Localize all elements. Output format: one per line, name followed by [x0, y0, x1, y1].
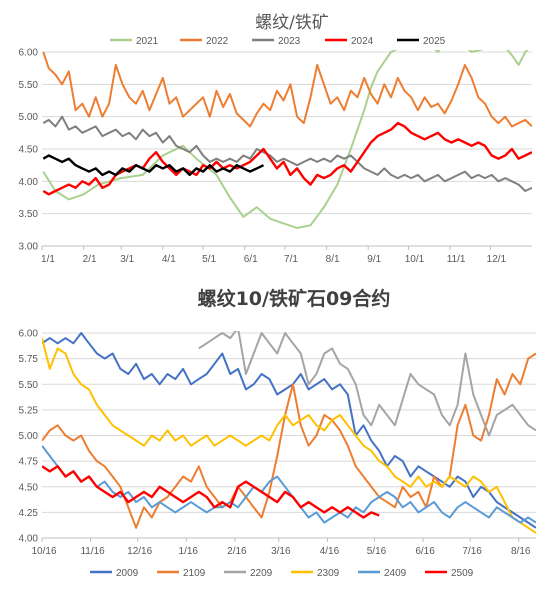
x-tick-label: 5/16	[367, 546, 387, 557]
y-tick-label: 6.00	[19, 329, 39, 340]
series-line-2309	[42, 337, 536, 534]
y-tick-label: 5.50	[19, 380, 39, 391]
legend-label-2022: 2022	[206, 36, 229, 47]
x-tick-label: 3/1	[120, 254, 134, 265]
y-tick-label: 6.00	[19, 48, 39, 59]
series-line-2509	[42, 465, 380, 519]
series-line-2209	[198, 331, 536, 437]
series-line-2021	[42, 50, 529, 229]
series-line-2024	[42, 121, 532, 196]
x-tick-label: 1/1	[41, 254, 55, 265]
x-tick-label: 7/1	[284, 254, 298, 265]
legend-label-2025: 2025	[423, 36, 446, 47]
y-tick-label: 4.00	[19, 534, 39, 545]
x-tick-label: 10/16	[31, 546, 56, 557]
y-tick-label: 5.00	[19, 431, 39, 442]
x-tick-label: 11/16	[80, 546, 105, 557]
y-tick-label: 5.00	[19, 112, 39, 123]
legend-label-2024: 2024	[351, 36, 374, 47]
legend-label-2409: 2409	[384, 568, 407, 579]
y-tick-label: 3.50	[19, 209, 39, 220]
legend-label-2109: 2109	[183, 568, 206, 579]
y-tick-label: 4.75	[19, 457, 39, 468]
x-tick-label: 2/16	[227, 546, 247, 557]
x-tick-label: 11/1	[447, 254, 466, 265]
x-tick-label: 6/1	[244, 254, 258, 265]
series-line-2022	[42, 51, 532, 128]
x-tick-label: 4/16	[320, 546, 340, 557]
x-tick-label: 5/1	[202, 254, 216, 265]
y-tick-label: 5.25	[19, 405, 39, 416]
x-tick-label: 1/16	[179, 546, 199, 557]
series-line-2409	[42, 445, 536, 524]
x-tick-label: 4/1	[162, 254, 176, 265]
x-tick-label: 8/1	[326, 254, 340, 265]
y-tick-label: 5.75	[19, 354, 39, 365]
y-tick-label: 4.50	[19, 482, 39, 493]
series-line-2009	[42, 332, 536, 529]
series-line-2025	[42, 154, 265, 177]
x-tick-label: 7/16	[462, 546, 482, 557]
x-tick-label: 2/1	[83, 254, 97, 265]
x-tick-label: 8/16	[511, 546, 531, 557]
legend-label-2209: 2209	[250, 568, 273, 579]
x-tick-label: 10/1	[405, 254, 425, 265]
legend-label-2021: 2021	[136, 36, 159, 47]
legend-label-2009: 2009	[116, 568, 139, 579]
y-tick-label: 4.50	[19, 145, 39, 156]
y-tick-label: 4.25	[19, 508, 39, 519]
series-line-2023	[42, 115, 532, 192]
y-tick-label: 3.00	[19, 242, 39, 253]
x-tick-label: 6/16	[415, 546, 435, 557]
x-tick-label: 12/16	[127, 546, 152, 557]
chart-title-2: 螺纹10/铁矿石09合约	[198, 287, 391, 310]
x-tick-label: 12/1	[487, 254, 507, 265]
y-tick-label: 4.00	[19, 177, 39, 188]
x-tick-label: 9/1	[367, 254, 381, 265]
x-tick-label: 3/16	[271, 546, 291, 557]
y-tick-label: 5.50	[19, 80, 39, 91]
legend-label-2509: 2509	[451, 568, 474, 579]
legend-label-2023: 2023	[278, 36, 301, 47]
legend-label-2309: 2309	[317, 568, 340, 579]
chart-title-1: 螺纹/铁矿	[255, 13, 329, 33]
